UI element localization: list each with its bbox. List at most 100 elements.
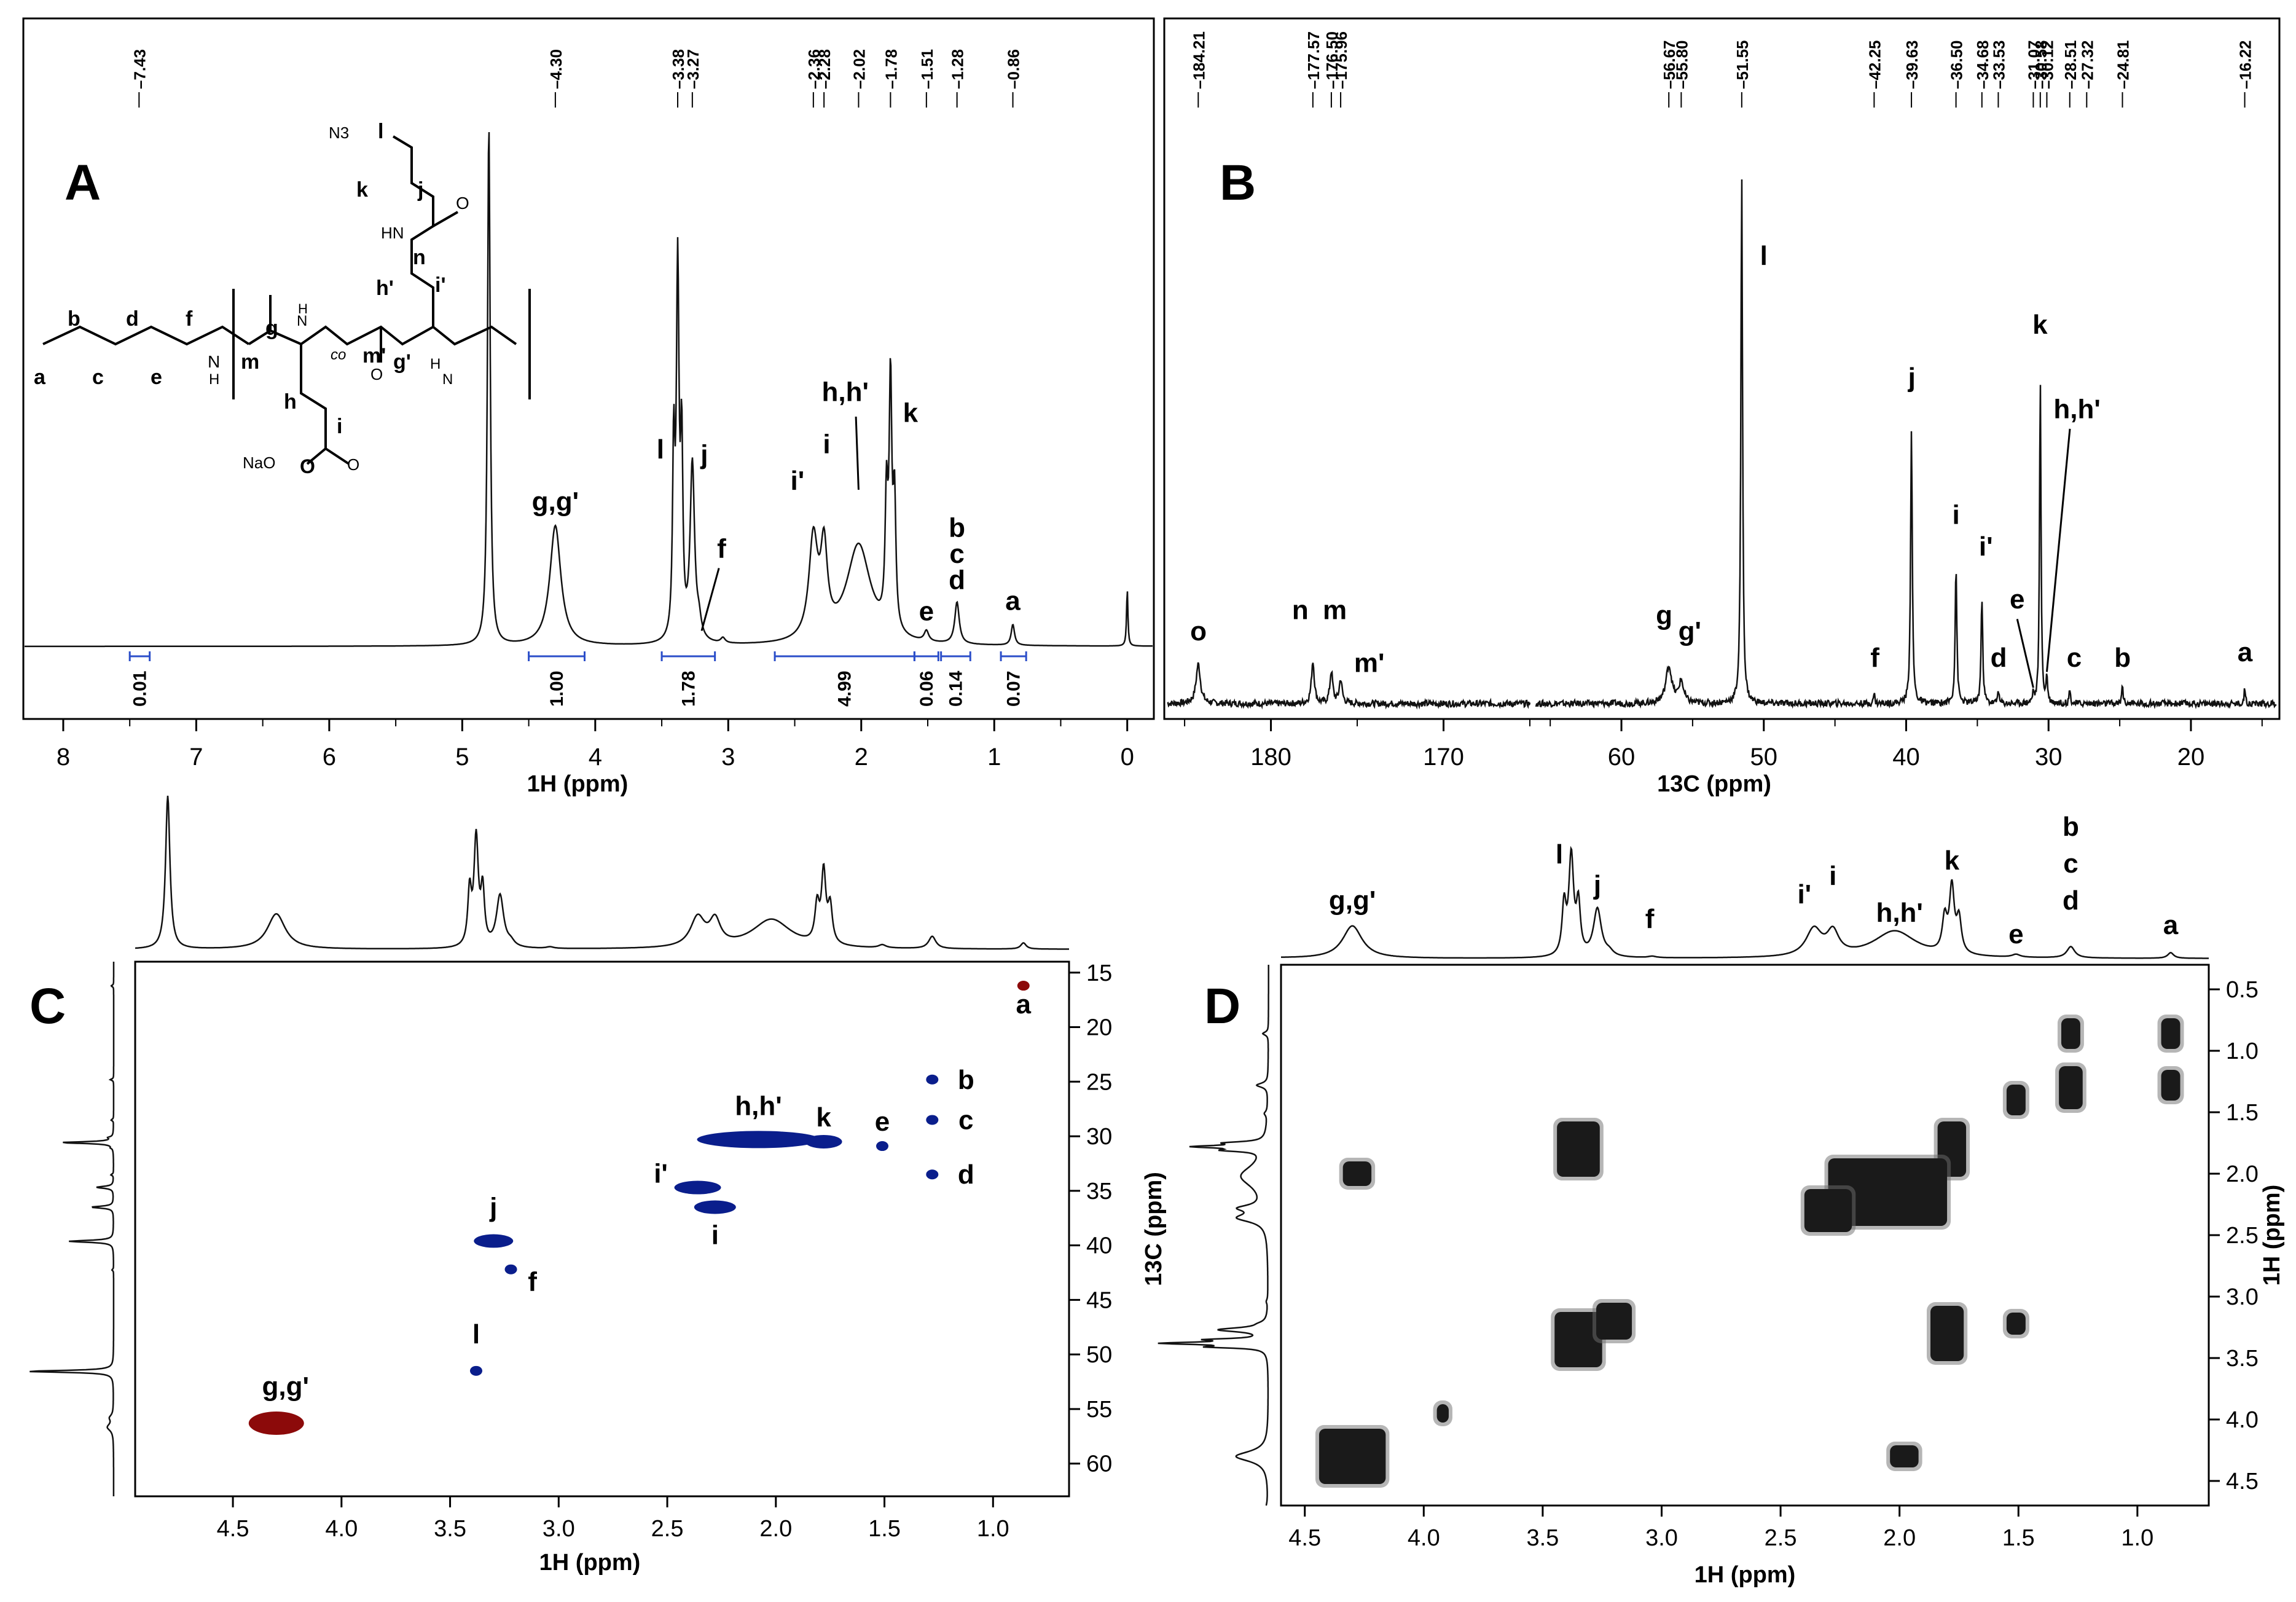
crosspeak-label: a xyxy=(1016,989,1032,1019)
projection-label: d xyxy=(2063,885,2079,916)
x-tick-label: 2 xyxy=(855,744,868,771)
panel-c-crosspeaks xyxy=(248,981,1030,1435)
peak-label: c xyxy=(949,539,964,569)
peak-value: –0.86 xyxy=(1005,49,1023,89)
y-tick-label: 2.0 xyxy=(2226,1161,2259,1187)
crosspeak xyxy=(2006,1313,2026,1335)
atom-label: j xyxy=(417,178,423,202)
x-tick-label: 5 xyxy=(455,744,469,771)
peak-value: –34.68 xyxy=(1973,40,1992,89)
peak-label: i xyxy=(1952,500,1959,530)
y-tick-label: 15 xyxy=(1086,960,1112,986)
crosspeak xyxy=(469,1365,482,1376)
peak-value: –177.57 xyxy=(1304,31,1323,89)
atom-label: O xyxy=(300,455,315,477)
crosspeak xyxy=(1436,1404,1449,1423)
peak-arrow xyxy=(2016,619,2034,688)
peak-value: –1.78 xyxy=(882,49,900,89)
atom-label: m xyxy=(241,350,259,374)
panel-b-frame xyxy=(1163,17,2281,720)
y-tick-label: 4.5 xyxy=(2226,1469,2259,1494)
y-tick-label: 30 xyxy=(1086,1124,1112,1150)
crosspeak xyxy=(674,1180,721,1195)
crosspeak xyxy=(694,1200,736,1214)
crosspeak xyxy=(926,1169,939,1180)
x-tick-label: 1.5 xyxy=(868,1516,901,1542)
peak-value: –3.27 xyxy=(684,49,702,89)
crosspeak xyxy=(926,1074,939,1085)
peak-label: m' xyxy=(1354,648,1385,678)
crosspeak-label: e xyxy=(875,1107,890,1137)
crosspeak xyxy=(504,1264,517,1274)
x-tick-label: 50 xyxy=(1750,744,1778,771)
crosspeak-label: j xyxy=(489,1193,497,1223)
x-tick-label: 4 xyxy=(589,744,602,771)
crosspeak xyxy=(1930,1306,1964,1361)
panel-d-projection-labels: g,g' lj f i' i h,h' k e bcd a xyxy=(1329,812,2179,949)
peak-label: i xyxy=(823,430,830,460)
x-tick-label: 2.0 xyxy=(1883,1525,1916,1551)
crosspeak xyxy=(2061,1018,2080,1049)
peak-label: b xyxy=(2114,643,2131,673)
panel-d-label: D xyxy=(1204,978,1240,1034)
x-tick-label: 1.0 xyxy=(977,1516,1009,1542)
x-tick-label: 3.5 xyxy=(434,1516,466,1542)
peak-value: –33.53 xyxy=(1989,40,2008,89)
peak-label: d xyxy=(949,565,965,595)
peak-value: –1.51 xyxy=(918,49,936,89)
projection-label: b xyxy=(2063,812,2079,842)
x-tick-label: 1.0 xyxy=(2121,1525,2153,1551)
panel-a-peaklist: –7.43 –4.30 –3.38–3.27 –2.36–2.28 –2.02 –1.78… xyxy=(130,49,1023,108)
panel-a-spectrum xyxy=(25,132,1153,648)
panel-d-axes: 4.5 4.0 3.5 3.0 2.5 2.0 1.5 1.0 0.5 1.0 1.5 2.0 2.5 3… xyxy=(1288,977,2259,1551)
peak-value: –184.21 xyxy=(1189,31,1208,89)
peak-arrow xyxy=(700,568,720,631)
peak-value: –24.81 xyxy=(2114,40,2132,89)
peak-label: f xyxy=(717,534,726,564)
x-tick-label: 1.5 xyxy=(2002,1525,2035,1551)
integral-value: 1.00 xyxy=(547,671,567,707)
atom-label: O xyxy=(370,365,383,383)
atom-label: H xyxy=(298,301,308,316)
x-tick-label: 8 xyxy=(57,744,70,771)
panel-c-left-projection xyxy=(29,962,115,1496)
integral-value: 0.14 xyxy=(946,670,966,707)
atom-label: h' xyxy=(376,277,394,300)
y-tick-label: 25 xyxy=(1086,1069,1112,1095)
panel-b-peak-labels: o n mm' gg' l j i i' ed c b a k h,h' f xyxy=(1190,241,2253,688)
crosspeak xyxy=(1318,1429,1386,1484)
peak-arrow xyxy=(2045,428,2071,672)
structure-hexyl-chain xyxy=(42,325,250,346)
peak-label: f xyxy=(1870,643,1879,673)
integral-value: 0.07 xyxy=(1004,671,1024,707)
projection-label: c xyxy=(2063,849,2078,879)
panel-a-label: A xyxy=(65,155,101,211)
integral-value: 0.06 xyxy=(917,671,937,707)
x-tick-label: 180 xyxy=(1250,744,1291,771)
y-tick-label: 20 xyxy=(1086,1015,1112,1041)
peak-label: j xyxy=(700,440,708,470)
y-tick-label: 4.0 xyxy=(2226,1407,2259,1433)
panel-a-integrals: 0.01 1.00 1.78 4.99 0.06 0.14 0.07 xyxy=(128,651,1027,707)
atom-label: g' xyxy=(393,350,411,374)
crosspeak xyxy=(1017,981,1030,991)
panel-b-x-axis: 180 170 60 50 40 30 20 xyxy=(1184,719,2263,771)
peak-value: –28.51 xyxy=(2061,40,2080,89)
y-tick-label: 1.0 xyxy=(2226,1039,2259,1064)
peak-label: a xyxy=(2238,637,2253,667)
peak-label: l xyxy=(657,434,664,465)
projection-label: g,g' xyxy=(1329,885,1376,916)
atom-label: e xyxy=(151,366,162,389)
panel-d-y-label: 1H (ppm) xyxy=(2259,1185,2285,1286)
atom-label: N3 xyxy=(329,124,349,142)
y-tick-label: 3.5 xyxy=(2226,1346,2259,1372)
panel-a-spectrum-line xyxy=(25,132,1153,648)
peak-value: –7.43 xyxy=(130,49,149,89)
panel-c-left-trace xyxy=(29,962,115,1496)
projection-label: a xyxy=(2163,910,2179,940)
structure-backbone xyxy=(248,325,517,346)
peak-label: g,g' xyxy=(532,487,579,517)
peak-value: –27.32 xyxy=(2078,40,2096,89)
peak-value: –55.80 xyxy=(1672,40,1691,89)
